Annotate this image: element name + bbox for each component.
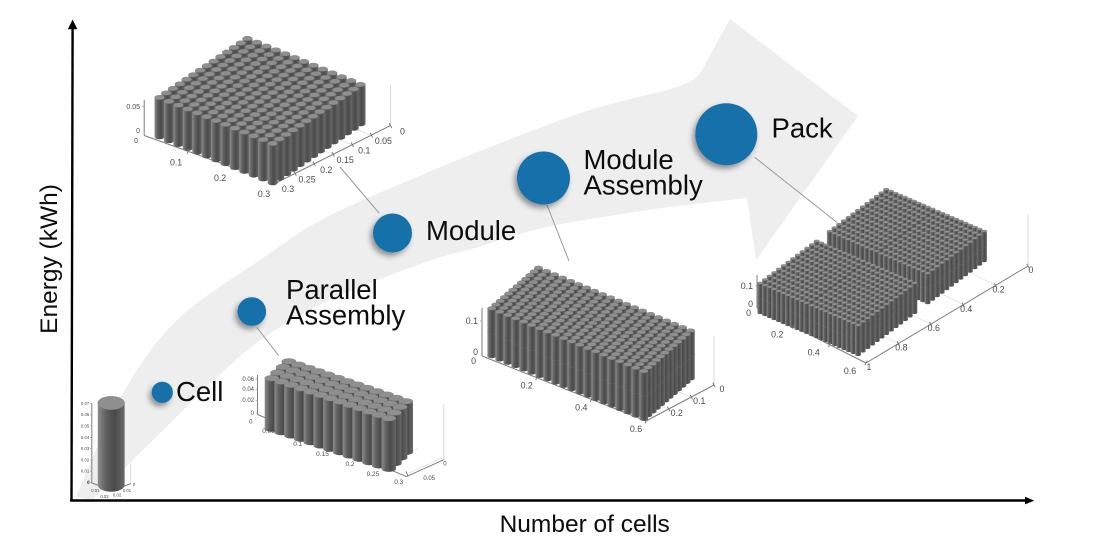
- svg-text:0.6: 0.6: [928, 323, 940, 333]
- svg-text:0: 0: [136, 128, 140, 135]
- svg-text:0.05: 0.05: [262, 428, 275, 435]
- svg-text:1: 1: [867, 362, 872, 372]
- svg-text:0: 0: [720, 384, 725, 394]
- svg-text:0: 0: [748, 299, 753, 309]
- svg-text:0.06: 0.06: [81, 412, 90, 417]
- svg-text:0.01: 0.01: [91, 488, 100, 493]
- svg-text:0: 0: [87, 480, 90, 485]
- svg-text:Cell: Cell: [176, 376, 223, 407]
- svg-text:0: 0: [1029, 265, 1034, 275]
- svg-text:0.2: 0.2: [320, 165, 332, 175]
- svg-text:Module: Module: [426, 215, 516, 246]
- svg-text:Module: Module: [584, 144, 674, 175]
- svg-text:0.02: 0.02: [113, 493, 122, 498]
- svg-text:0.1: 0.1: [466, 316, 478, 326]
- svg-text:0.6: 0.6: [844, 366, 856, 376]
- svg-text:0.2: 0.2: [345, 461, 354, 468]
- svg-text:0.3: 0.3: [394, 479, 403, 486]
- svg-text:0: 0: [443, 462, 447, 468]
- svg-text:0.3: 0.3: [258, 189, 270, 199]
- svg-text:Assembly: Assembly: [286, 300, 405, 331]
- svg-text:0.1: 0.1: [358, 146, 370, 156]
- svg-text:0.05: 0.05: [423, 476, 435, 482]
- svg-text:0: 0: [473, 347, 478, 357]
- svg-text:0.2: 0.2: [671, 408, 683, 418]
- svg-text:0: 0: [134, 138, 138, 145]
- svg-text:0.04: 0.04: [81, 435, 90, 440]
- svg-text:0.25: 0.25: [299, 174, 316, 184]
- svg-text:0.03: 0.03: [81, 446, 90, 451]
- svg-text:0.06: 0.06: [242, 377, 254, 383]
- svg-text:0.4: 0.4: [575, 402, 587, 412]
- svg-text:0.01: 0.01: [123, 488, 132, 493]
- svg-text:0: 0: [87, 480, 90, 485]
- svg-text:Number of cells: Number of cells: [500, 511, 670, 538]
- svg-text:0.02: 0.02: [100, 494, 109, 499]
- svg-text:0: 0: [133, 482, 136, 487]
- svg-text:0.1: 0.1: [170, 157, 182, 167]
- svg-text:0: 0: [400, 127, 405, 137]
- svg-text:0.2: 0.2: [214, 173, 226, 183]
- svg-text:0.1: 0.1: [741, 281, 753, 291]
- svg-text:0.05: 0.05: [126, 104, 140, 111]
- svg-text:0: 0: [746, 308, 751, 318]
- svg-text:0.3: 0.3: [282, 184, 294, 194]
- svg-text:0.25: 0.25: [367, 471, 380, 478]
- svg-text:Pack: Pack: [772, 112, 833, 143]
- svg-text:0.05: 0.05: [375, 136, 392, 146]
- svg-text:0.15: 0.15: [316, 451, 329, 458]
- svg-text:0: 0: [471, 356, 476, 366]
- svg-text:0.6: 0.6: [630, 424, 642, 434]
- svg-text:0.8: 0.8: [895, 343, 907, 353]
- svg-text:0.2: 0.2: [771, 329, 783, 339]
- svg-text:Parallel: Parallel: [286, 274, 378, 305]
- svg-text:Assembly: Assembly: [584, 170, 703, 201]
- svg-text:0.4: 0.4: [960, 304, 972, 314]
- svg-text:0.2: 0.2: [521, 381, 533, 391]
- svg-text:0.05: 0.05: [81, 424, 90, 429]
- svg-text:0.1: 0.1: [693, 396, 705, 406]
- svg-text:0.07: 0.07: [81, 401, 90, 406]
- svg-text:Energy (kWh): Energy (kWh): [36, 184, 63, 334]
- svg-text:0: 0: [251, 411, 255, 417]
- svg-text:0.02: 0.02: [242, 398, 254, 404]
- svg-text:0.04: 0.04: [242, 387, 254, 393]
- svg-text:0: 0: [249, 419, 253, 425]
- svg-text:0.4: 0.4: [808, 348, 820, 358]
- svg-text:0.02: 0.02: [81, 457, 90, 462]
- svg-text:0.15: 0.15: [337, 155, 354, 165]
- svg-text:0.2: 0.2: [992, 284, 1004, 294]
- svg-text:0.01: 0.01: [81, 469, 90, 474]
- svg-text:0.1: 0.1: [293, 441, 302, 448]
